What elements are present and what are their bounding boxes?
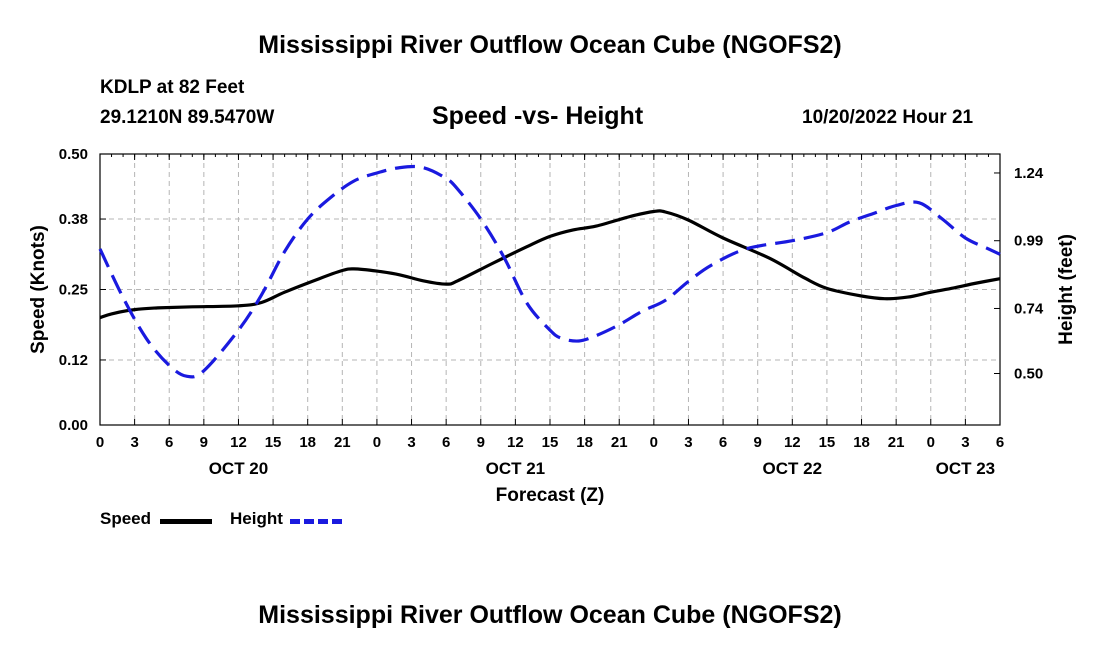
station-coordinates: 29.1210N 89.5470W <box>100 107 275 128</box>
x-tick-label: 12 <box>784 434 801 451</box>
x-tick-label: 6 <box>165 434 173 451</box>
chart-subtitle: Speed -vs- Height <box>432 102 644 130</box>
x-tick-label: 15 <box>819 434 836 451</box>
station-label: KDLP at 82 Feet <box>100 77 245 98</box>
y-tick-label: 0.50 <box>59 146 88 163</box>
x-tick-label: 6 <box>996 434 1004 451</box>
x-tick-label: 0 <box>927 434 935 451</box>
y2-tick-label: 0.99 <box>1014 233 1043 250</box>
y-axis-label: Speed (Knots) <box>28 225 49 354</box>
y2-tick-label: 0.74 <box>1014 300 1044 317</box>
legend-speed-swatch <box>160 519 212 524</box>
date-label: OCT 20 <box>209 459 269 478</box>
date-label: OCT 22 <box>763 459 823 478</box>
y-tick-label: 0.25 <box>59 282 88 299</box>
x-tick-label: 3 <box>684 434 692 451</box>
legend-speed-label: Speed <box>100 509 152 528</box>
series-line-height <box>98 164 1001 379</box>
y-tick-label: 0.38 <box>59 211 88 228</box>
plot-frame <box>99 153 1001 426</box>
x-tick-label: 18 <box>576 434 593 451</box>
x-axis-label: Forecast (Z) <box>496 485 605 506</box>
legend-height-label: Height <box>230 509 283 528</box>
x-tick-label: 18 <box>853 434 870 451</box>
x-tick-label: 9 <box>477 434 485 451</box>
x-tick-label: 0 <box>373 434 381 451</box>
x-tick-label: 0 <box>650 434 658 451</box>
x-tick-label: 12 <box>507 434 524 451</box>
x-tick-label: 21 <box>888 434 905 451</box>
x-tick-label: 18 <box>299 434 316 451</box>
x-tick-label: 3 <box>961 434 969 451</box>
y2-tick-label: 1.24 <box>1014 165 1044 182</box>
date-label: OCT 21 <box>486 459 546 478</box>
x-tick-label: 3 <box>407 434 415 451</box>
x-tick-label: 21 <box>611 434 628 451</box>
date-label: OCT 23 <box>936 459 996 478</box>
x-tick-label: 6 <box>442 434 450 451</box>
x-tick-label: 21 <box>334 434 351 451</box>
y2-axis-label: Height (feet) <box>1056 234 1077 345</box>
x-tick-label: 12 <box>230 434 247 451</box>
x-tick-label: 0 <box>96 434 104 451</box>
chart-title-top: Mississippi River Outflow Ocean Cube (NG… <box>258 31 842 59</box>
y-tick-label: 0.12 <box>59 352 88 369</box>
chart-title-bottom: Mississippi River Outflow Ocean Cube (NG… <box>258 601 842 629</box>
x-tick-label: 9 <box>200 434 208 451</box>
x-tick-label: 9 <box>754 434 762 451</box>
y2-tick-label: 0.50 <box>1014 366 1043 383</box>
x-tick-label: 15 <box>542 434 559 451</box>
x-tick-label: 15 <box>265 434 282 451</box>
legend-height-swatch <box>290 519 342 524</box>
x-tick-label: 6 <box>719 434 727 451</box>
x-tick-label: 3 <box>130 434 138 451</box>
series-line-speed <box>99 209 1001 320</box>
forecast-datetime: 10/20/2022 Hour 21 <box>802 107 974 128</box>
y-tick-label: 0.00 <box>59 417 88 434</box>
